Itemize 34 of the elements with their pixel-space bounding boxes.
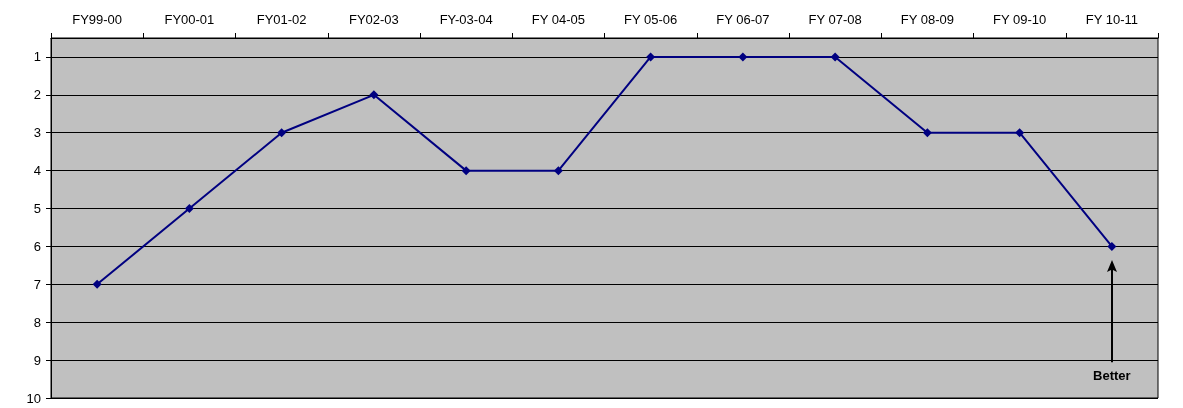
y-tick-label: 8 — [33, 314, 41, 330]
x-tick-label: FY 09-10 — [993, 12, 1047, 27]
x-tick-label: FY-03-04 — [439, 12, 493, 27]
annotation: Better — [1093, 367, 1131, 383]
point — [369, 90, 379, 100]
x-tick-label: FY00-01 — [164, 12, 215, 27]
point — [738, 52, 748, 62]
point — [92, 279, 102, 289]
x-tick-label: FY02-03 — [348, 12, 399, 27]
y-tick-label: 6 — [33, 238, 41, 254]
y-tick-label: 1 — [33, 49, 41, 65]
x-tick-label: FY 05-06 — [624, 12, 678, 27]
point — [553, 166, 563, 176]
point — [1107, 241, 1117, 251]
y-tick-label: 9 — [33, 352, 41, 368]
point — [830, 52, 840, 62]
point — [1015, 128, 1025, 138]
y-tick-label: 7 — [33, 276, 41, 292]
y-tick-label: 10 — [26, 390, 41, 406]
x-tick-label: FY 06-07 — [716, 12, 770, 27]
y-tick-label: 3 — [33, 125, 41, 141]
x-tick-label: FY 08-09 — [900, 12, 954, 27]
x-tick-label: FY 04-05 — [531, 12, 585, 27]
x-tick-label: FY01-02 — [256, 12, 307, 27]
x-tick-label: FY99-00 — [72, 12, 123, 27]
point — [922, 128, 932, 138]
y-tick-label: 5 — [33, 201, 41, 217]
y-tick-label: 2 — [33, 87, 41, 103]
y-tick-label: 4 — [33, 163, 41, 179]
point — [277, 128, 287, 138]
x-tick-label: FY 10-11 — [1085, 12, 1139, 27]
point — [461, 166, 471, 176]
x-tick-label: FY 07-08 — [808, 12, 862, 27]
point — [184, 204, 194, 214]
